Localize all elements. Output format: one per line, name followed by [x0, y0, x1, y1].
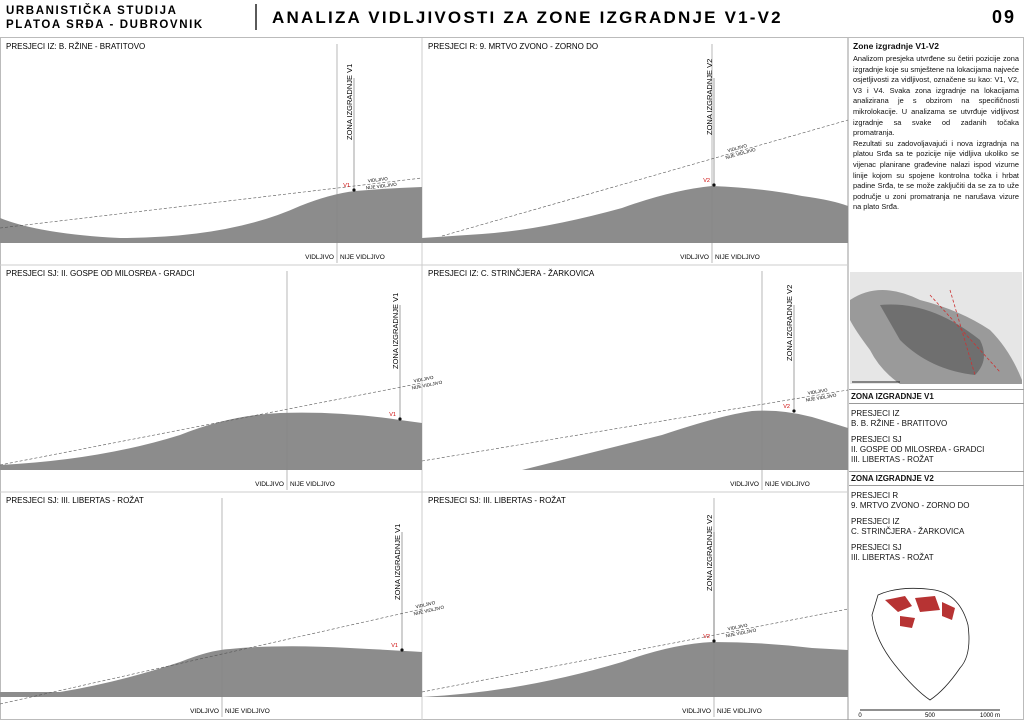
zone-title: ZONA IZGRADNJE V2 — [849, 471, 1024, 486]
page-title: ANALIZA VIDLJIVOSTI ZA ZONE IZGRADNJE V1… — [272, 8, 783, 27]
org-line: PLATOA SRĐA - DUBROVNIK — [6, 19, 204, 31]
terrain — [422, 186, 848, 243]
sight-line — [0, 382, 423, 466]
zone-marker: V1 — [343, 183, 350, 189]
sight-label: NIJE VIDLJIVO — [411, 380, 443, 391]
scale-label: 1000 m — [980, 713, 1000, 719]
sight-line — [0, 177, 423, 229]
zone-point — [400, 648, 404, 652]
not-visible-label: NIJE VIDLJIVO — [715, 254, 760, 261]
visible-label: VIDLJIVO — [190, 708, 219, 715]
panel-title: PRESJECI IZ: C. STRINČJERA - ŽARKOVICA — [428, 269, 595, 278]
sight-line — [0, 608, 423, 705]
zone-marker: V2 — [783, 404, 790, 410]
locator-map — [850, 272, 1022, 384]
group-item: C. STRINČJERA - ŽARKOVICA — [851, 527, 965, 536]
zone-point — [352, 188, 356, 192]
group-label: PRESJECI SJ — [851, 435, 902, 444]
zone-marker: V2 — [703, 634, 710, 640]
panel-title: PRESJECI SJ: III. LIBERTAS - ROŽAT — [6, 496, 144, 505]
visible-label: VIDLJIVO — [305, 254, 334, 261]
group-item: III. LIBERTAS - ROŽAT — [851, 455, 934, 464]
zone-marker: V1 — [391, 643, 398, 649]
paragraph: Rezultati su zadovoljavajući i nova izgr… — [853, 138, 1019, 212]
zone-label: ZONA IZGRADNJE V2 — [705, 59, 714, 135]
sidebar-heading: Zone izgradnje V1-V2 — [853, 41, 939, 51]
sight-label: VIDLJIVO — [415, 600, 436, 609]
not-visible-label: NIJE VIDLJIVO — [225, 708, 270, 715]
org-line: URBANISTIČKA STUDIJA — [6, 4, 178, 17]
paragraph: Analizom presjeka utvrđene su četiri poz… — [853, 54, 1019, 138]
group-label: PRESJECI IZ — [851, 409, 900, 418]
zone-label: ZONA IZGRADNJE V1 — [391, 293, 400, 369]
panel-title: PRESJECI SJ: II. GOSPE OD MILOSRĐA - GRA… — [6, 269, 194, 278]
terrain — [0, 646, 422, 697]
not-visible-label: NIJE VIDLJIVO — [290, 481, 335, 488]
sight-label: VIDLJIVO — [413, 375, 434, 384]
section-panel: PRESJECI SJ: III. LIBERTAS - ROŽAT ZONA I… — [421, 496, 849, 717]
zone-group: PRESJECI SJ II. GOSPE OD MILOSRĐA - GRADC… — [849, 435, 1024, 465]
terrain — [0, 187, 422, 243]
visible-label: VIDLJIVO — [255, 481, 284, 488]
zone-marker: V2 — [703, 178, 710, 184]
zone-label: ZONA IZGRADNJE V2 — [785, 285, 794, 361]
not-visible-label: NIJE VIDLJIVO — [765, 481, 810, 488]
zone-group: PRESJECI R 9. MRTVO ZVONO - ZORNO DO — [849, 491, 1024, 511]
zone-marker: V1 — [389, 412, 396, 418]
sight-line — [421, 608, 849, 693]
sidebar-text: Zone izgradnje V1-V2 Analizom presjeka u… — [853, 41, 1019, 213]
zone-label: ZONA IZGRADNJE V2 — [705, 515, 714, 591]
sight-label: NIJE VIDLJIVO — [725, 627, 757, 638]
group-label: PRESJECI R — [851, 491, 899, 500]
scale-label: 0 — [858, 713, 862, 719]
sight-label: VIDLJIVO — [807, 387, 828, 395]
zone-point — [712, 183, 716, 187]
terrain — [0, 412, 422, 470]
group-item: III. LIBERTAS - ROŽAT — [851, 553, 934, 562]
site-map — [860, 587, 1000, 711]
not-visible-label: NIJE VIDLJIVO — [717, 708, 762, 715]
sight-label: VIDLJIVO — [727, 143, 748, 153]
zone-label: ZONA IZGRADNJE V1 — [393, 524, 402, 600]
group-item: 9. MRTVO ZVONO - ZORNO DO — [851, 501, 970, 510]
zone-group: PRESJECI IZ B. B. RŽINE - BRATITOVO — [849, 409, 1024, 429]
zone-group: PRESJECI SJ III. LIBERTAS - ROŽAT — [849, 543, 1024, 563]
group-item: II. GOSPE OD MILOSRĐA - GRADCI — [851, 445, 985, 454]
section-panel: PRESJECI R: 9. MRTVO ZVONO - ZORNO DO ZON… — [422, 42, 849, 263]
terrain — [522, 410, 848, 470]
scale-label: 500 — [925, 713, 936, 719]
visible-label: VIDLJIVO — [680, 254, 709, 261]
sight-label: VIDLJIVO — [727, 623, 748, 632]
page-number: 09 — [992, 7, 1016, 27]
zones: ZONA IZGRADNJE V1 PRESJECI IZ B. B. RŽINE … — [849, 389, 1024, 569]
sight-label: VIDLJIVO — [368, 176, 389, 183]
zone-point — [792, 409, 796, 413]
group-label: PRESJECI SJ — [851, 543, 902, 552]
zone-title: ZONA IZGRADNJE V1 — [849, 389, 1024, 404]
terrain — [422, 642, 848, 697]
sight-label: NIJE VIDLJIVO — [413, 605, 445, 617]
not-visible-label: NIJE VIDLJIVO — [340, 254, 385, 261]
zone-group: PRESJECI IZ C. STRINČJERA - ŽARKOVICA — [849, 517, 1024, 537]
visible-label: VIDLJIVO — [682, 708, 711, 715]
zone-point — [398, 417, 402, 421]
group-label: PRESJECI IZ — [851, 517, 900, 526]
zone-label: ZONA IZGRADNJE V1 — [345, 64, 354, 140]
sight-line — [421, 389, 849, 462]
zone-point — [712, 639, 716, 643]
section-panel: PRESJECI IZ: C. STRINČJERA - ŽARKOVICA ZO… — [421, 269, 849, 490]
sight-line — [441, 119, 849, 237]
group-item: B. B. RŽINE - BRATITOVO — [851, 419, 948, 428]
visible-label: VIDLJIVO — [730, 481, 759, 488]
panel-title: PRESJECI R: 9. MRTVO ZVONO - ZORNO DO — [428, 42, 598, 51]
section-panel: PRESJECI SJ: II. GOSPE OD MILOSRĐA - GRA… — [0, 269, 443, 490]
sight-label: NIJE VIDLJIVO — [805, 393, 837, 403]
panel-title: PRESJECI SJ: III. LIBERTAS - ROŽAT — [428, 496, 566, 505]
sight-label: NIJE VIDLJIVO — [366, 182, 398, 191]
section-panel: PRESJECI SJ: III. LIBERTAS - ROŽAT ZONA I… — [0, 496, 445, 717]
panel-title: PRESJECI IZ: B. RŽINE - BRATITOVO — [6, 42, 145, 51]
section-panel: PRESJECI IZ: B. RŽINE - BRATITOVO ZONA IZ… — [0, 42, 423, 263]
